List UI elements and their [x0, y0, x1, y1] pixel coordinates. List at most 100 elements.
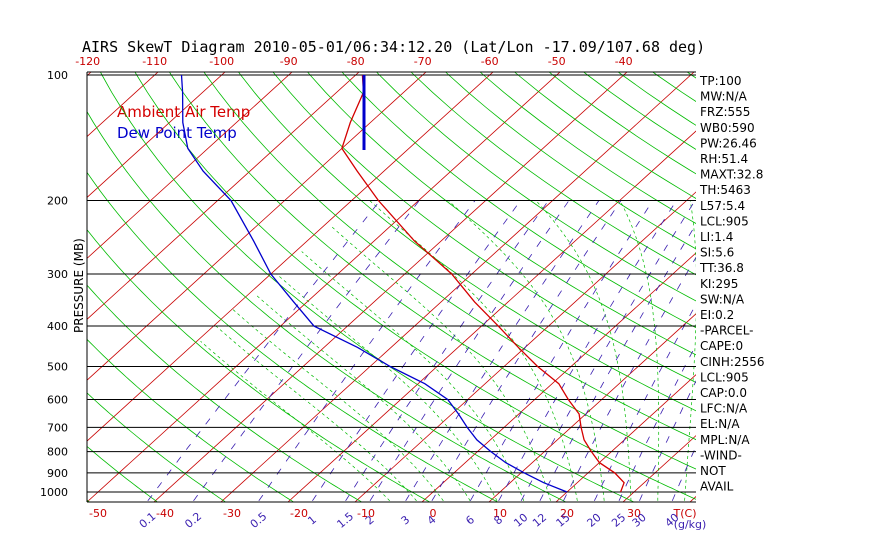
- moist-adiabat-line: [232, 309, 444, 502]
- isotherm-line: [421, 252, 696, 502]
- moist-adiabat-line: [619, 200, 660, 501]
- mixing-ratio-line: [193, 200, 420, 502]
- mixing-ratio-line: [498, 200, 677, 502]
- isotherm-line: [87, 72, 427, 381]
- mixing-ratio-line: [369, 200, 570, 502]
- isotherm-line: [87, 72, 360, 320]
- isotherm-line: [87, 72, 92, 77]
- bottom-temp-tick-label: -30: [223, 507, 241, 520]
- index-item: CINH:2556: [700, 355, 765, 369]
- index-item: KI:295: [700, 277, 738, 291]
- isotherm-line: [87, 72, 226, 198]
- isotherm-line: [87, 72, 293, 259]
- top-temp-tick-label: -80: [347, 55, 365, 68]
- isotherm-line: [287, 130, 696, 502]
- pressure-tick-label: 500: [47, 360, 68, 373]
- top-temp-tick-label: -50: [548, 55, 566, 68]
- pressure-tick-label: 800: [47, 446, 68, 459]
- bottom-temp-tick-label: -40: [156, 507, 174, 520]
- mixing-ratio-tick-label: 25: [609, 511, 628, 530]
- index-item: MPL:N/A: [700, 433, 750, 447]
- dry-adiabat-line: [134, 72, 696, 500]
- top-temp-tick-label: -40: [615, 55, 633, 68]
- index-item: CAP:0.0: [700, 386, 747, 400]
- index-item: MW:N/A: [700, 90, 748, 104]
- isotherm-line: [0, 56, 42, 509]
- bottom-temp-tick-label: 20: [560, 507, 574, 520]
- moist-adiabat-line: [447, 200, 605, 501]
- bottom-temp-tick-label: -50: [89, 507, 107, 520]
- dry-adiabat-line: [765, 56, 870, 509]
- index-item: -WIND-: [700, 448, 742, 462]
- background-grid: [0, 56, 870, 509]
- bottom-temp-tick-label: -20: [290, 507, 308, 520]
- index-item: SW:N/A: [700, 292, 745, 306]
- dry-adiabat-line: [0, 56, 30, 509]
- mixing-ratio-line: [312, 200, 521, 502]
- mixing-ratio-line: [147, 200, 381, 502]
- dry-adiabat-line: [513, 72, 696, 199]
- top-temp-tick-label: -90: [280, 55, 298, 68]
- index-item: CAPE:0: [700, 339, 743, 353]
- isotherm-line: [354, 191, 696, 502]
- dry-adiabat-line: [376, 72, 696, 302]
- bottom-temp-tick-label: 0: [430, 507, 437, 520]
- isotherm-line: [488, 313, 696, 502]
- pressure-tick-label: 900: [47, 467, 68, 480]
- isotherm-line: [87, 72, 561, 502]
- dry-adiabat-line: [87, 284, 363, 502]
- mixing-ratio-tick-label: 20: [585, 511, 604, 530]
- mixing-ratio-tick-label: 10: [511, 511, 530, 530]
- pressure-tick-label: 200: [47, 195, 68, 208]
- dry-adiabat-line: [272, 72, 696, 383]
- isotherm-line: [153, 72, 628, 502]
- pressure-tick-label: 600: [47, 393, 68, 406]
- bottom-temp-tick-label: 30: [627, 507, 641, 520]
- dry-adiabat-line: [87, 110, 567, 502]
- bottom-temp-tick-label: 10: [493, 507, 507, 520]
- dry-adiabat-line: [799, 56, 870, 509]
- isotherm-line: [555, 374, 696, 502]
- index-item: LCL:905: [700, 214, 749, 228]
- index-item: PW:26.46: [700, 136, 757, 150]
- moist-adiabat-line: [254, 293, 471, 502]
- moist-adiabat-line: [330, 225, 551, 501]
- dry-adiabat-line: [238, 72, 696, 412]
- pressure-tick-label: 300: [47, 268, 68, 281]
- index-item: NOT: [700, 464, 726, 478]
- dry-adiabat-line: [87, 171, 499, 502]
- index-item: L57:5.4: [700, 199, 745, 213]
- dry-adiabat-line: [686, 72, 696, 79]
- moist-adiabat-line: [301, 251, 525, 501]
- index-item: EI:0.2: [700, 308, 734, 322]
- dew-point-temp-line: [180, 74, 568, 493]
- dry-adiabat-line: [99, 72, 635, 502]
- top-temp-tick-label: -120: [75, 55, 100, 68]
- bottom-temp-tick-label: -10: [357, 507, 375, 520]
- mixing-ratio-line: [470, 200, 654, 501]
- dry-adiabat-line: [87, 445, 159, 502]
- isotherm-line: [87, 72, 494, 442]
- moist-adiabat-line: [535, 200, 632, 501]
- mixing-ratio-tick-label: 6: [463, 513, 477, 527]
- moist-adiabat-line: [276, 273, 498, 501]
- dry-adiabat-line: [832, 56, 870, 509]
- index-item: LCL:905: [700, 370, 749, 384]
- mixing-ratio-line: [618, 343, 696, 501]
- isotherm-line: [220, 72, 695, 502]
- index-item: EL:N/A: [700, 417, 740, 431]
- mixing-ratio-line: [258, 200, 476, 502]
- pressure-tick-label: 700: [47, 421, 68, 434]
- mixing-ratio-line: [520, 200, 696, 502]
- mixing-ratio-line: [539, 223, 696, 501]
- dry-adiabat-line: [445, 72, 696, 250]
- mixing-ratio-tick-label: 1: [305, 513, 319, 527]
- index-item: LI:1.4: [700, 230, 733, 244]
- ambient-air-temp-line: [341, 74, 625, 493]
- index-item: RH:51.4: [700, 152, 748, 166]
- top-temp-tick-label: -70: [414, 55, 432, 68]
- index-item: WB0:590: [700, 121, 755, 135]
- index-item: -PARCEL-: [700, 324, 754, 338]
